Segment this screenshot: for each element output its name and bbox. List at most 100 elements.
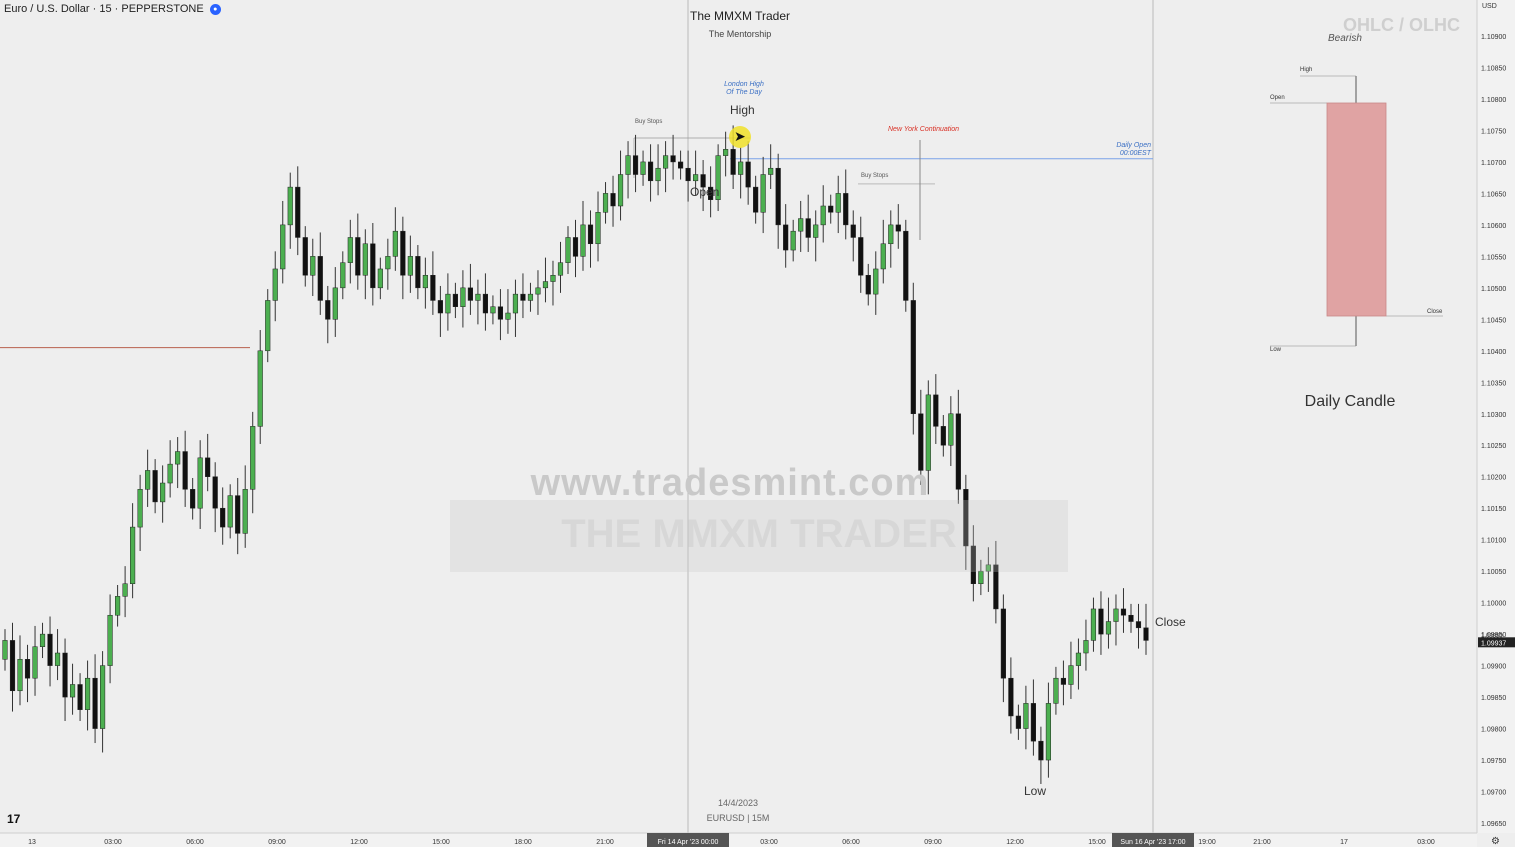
- price-tick-label: 1.10900: [1481, 34, 1506, 41]
- candle-body: [678, 161, 684, 169]
- diagram-candle-body: [1326, 102, 1387, 317]
- candle-body: [160, 482, 166, 503]
- time-tick-label: 03:00: [760, 839, 778, 846]
- candle-body: [1030, 703, 1036, 742]
- price-tick-label: 1.09650: [1481, 821, 1506, 828]
- candle-body: [475, 293, 481, 301]
- candle-body: [693, 174, 699, 182]
- candle-body: [610, 193, 616, 207]
- price-tick-label: 1.10350: [1481, 380, 1506, 387]
- candle-body: [220, 507, 226, 528]
- candle-body: [955, 413, 961, 490]
- candle-body: [1068, 665, 1074, 685]
- candle-body: [985, 564, 991, 572]
- price-tick-label: 1.10100: [1481, 538, 1506, 545]
- candle-body: [257, 350, 263, 427]
- candle-body: [235, 495, 241, 534]
- current-price-secondary: 1.09950: [1481, 633, 1503, 639]
- candle-body: [880, 243, 886, 270]
- price-tick-label: 1.10550: [1481, 254, 1506, 261]
- candle-body: [370, 243, 376, 289]
- current-price-label: 1.09937: [1481, 640, 1506, 647]
- candle-body: [865, 274, 871, 295]
- candle-body: [295, 186, 301, 238]
- candle-body: [903, 230, 909, 301]
- symbol-info[interactable]: Euro / U.S. Dollar · 15 · PEPPERSTONE ●: [4, 3, 221, 15]
- candle-body: [47, 633, 53, 666]
- candle-body: [655, 167, 661, 182]
- candle-body: [145, 470, 151, 490]
- candle-body: [963, 489, 969, 547]
- candle-body: [1090, 608, 1097, 641]
- candle-body: [62, 652, 68, 698]
- time-tick-label: 12:00: [350, 839, 368, 846]
- candle-body: [17, 659, 23, 692]
- candle-body: [9, 640, 16, 692]
- candle-body: [1083, 640, 1089, 654]
- time-tick-label: 09:00: [924, 839, 942, 846]
- candle-body: [783, 224, 789, 251]
- candle-body: [212, 476, 218, 509]
- candle-body: [925, 394, 931, 471]
- chart-subtitle: The Mentorship: [708, 29, 772, 39]
- candle-body: [497, 306, 504, 320]
- candle-body: [115, 596, 121, 616]
- candle-body: [805, 218, 811, 238]
- gear-icon[interactable]: ⚙: [1491, 836, 1500, 847]
- candle-body: [452, 293, 458, 307]
- tradingview-logo-icon[interactable]: 17: [7, 812, 21, 826]
- candle-body: [587, 224, 594, 245]
- high-label: High: [730, 103, 755, 117]
- candle-body: [197, 457, 203, 509]
- candle-body: [835, 193, 841, 213]
- candle-body: [190, 489, 196, 509]
- market-status-icon[interactable]: ●: [209, 3, 221, 15]
- candle-body: [1105, 621, 1112, 635]
- candle-body: [122, 583, 128, 597]
- time-tick-label: Fri 14 Apr '23 00:00: [658, 839, 719, 846]
- candle-body: [130, 526, 136, 585]
- candle-body: [1120, 608, 1127, 616]
- candle-body: [1143, 627, 1149, 641]
- candle-body: [595, 212, 601, 245]
- candle-body: [340, 262, 346, 289]
- candle-body: [39, 633, 46, 647]
- time-tick-label: 18:00: [514, 839, 532, 846]
- candle-body: [647, 161, 654, 182]
- candle-body: [760, 174, 766, 213]
- price-tick-label: 1.09850: [1481, 695, 1506, 702]
- price-tick-label: 1.10200: [1481, 475, 1506, 482]
- candle-body: [92, 677, 98, 729]
- new-york-label: New York Continuation: [888, 126, 960, 133]
- candle-body: [858, 237, 864, 276]
- daily-candle-caption: Daily Candle: [1304, 393, 1396, 410]
- time-tick-label: 03:00: [1417, 839, 1435, 846]
- candle-body: [137, 489, 143, 528]
- chart-title: The MMXM Trader: [689, 9, 791, 23]
- candle-body: [505, 312, 511, 320]
- price-axis: [1477, 0, 1515, 833]
- candle-body: [1075, 652, 1082, 666]
- candle-body: [467, 287, 473, 301]
- currency-selector[interactable]: USD: [1482, 3, 1497, 10]
- time-tick-label: 13: [28, 839, 36, 846]
- mouse-cursor-icon: ➤: [734, 128, 746, 144]
- price-tick-label: 1.10750: [1481, 128, 1506, 135]
- time-cursor-tag: [647, 833, 729, 847]
- bearish-label: Bearish: [1328, 33, 1362, 44]
- candle-body: [670, 155, 676, 163]
- time-tick-label: 09:00: [268, 839, 286, 846]
- candle-body: [813, 224, 819, 238]
- candle-body: [753, 186, 759, 213]
- time-tick-label: 17: [1340, 839, 1348, 846]
- price-tick-label: 1.10600: [1481, 223, 1506, 230]
- price-tick-label: 1.09800: [1481, 727, 1506, 734]
- cursor-highlight: [729, 126, 751, 148]
- candle-body: [685, 167, 691, 182]
- watermark-url: www.tradesmint.com: [530, 462, 930, 504]
- price-tick-label: 1.10850: [1481, 65, 1506, 72]
- time-tick-label: 12:00: [1006, 839, 1024, 846]
- price-tick-label: 1.10500: [1481, 286, 1506, 293]
- candle-body: [888, 224, 894, 245]
